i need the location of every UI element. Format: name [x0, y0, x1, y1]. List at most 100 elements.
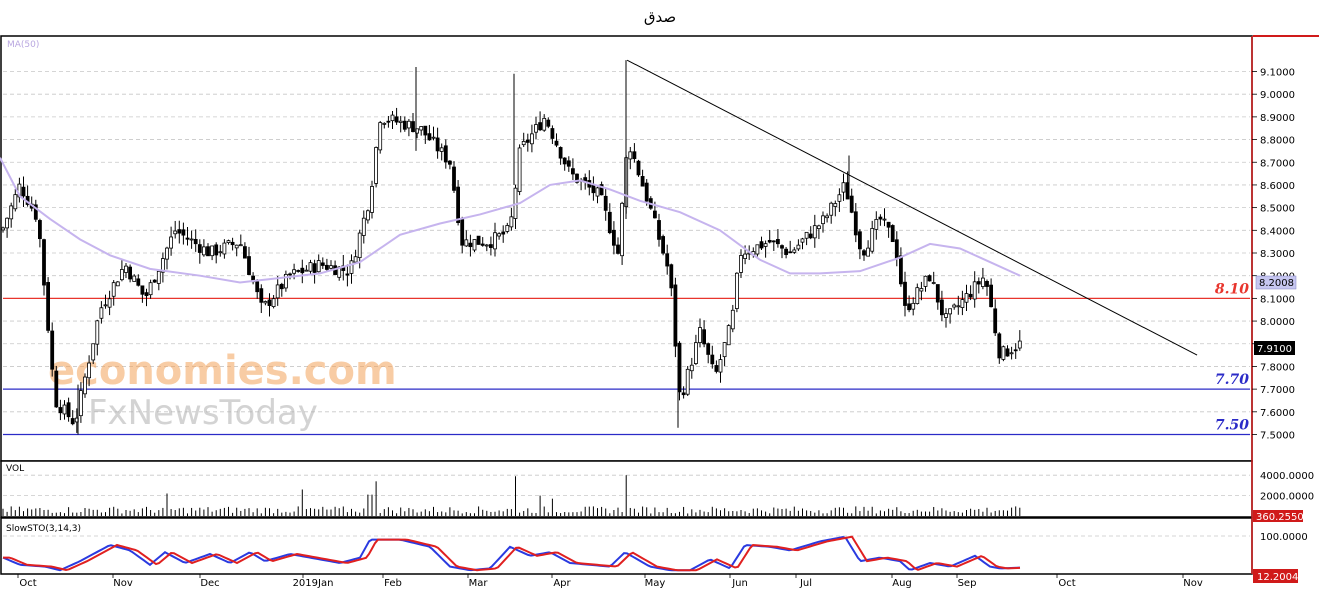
candle-body [374, 147, 379, 184]
candle-body [689, 364, 694, 372]
candle-body [685, 368, 690, 395]
candle-body [402, 120, 407, 130]
candle-body [382, 122, 387, 125]
candle-body [993, 308, 998, 334]
candle-body [406, 120, 411, 129]
volume-last-badge: 360.2550 [1253, 510, 1304, 523]
candle-body [9, 205, 14, 220]
candle-body [234, 244, 239, 249]
candle-body [62, 404, 67, 415]
candle-body [763, 243, 768, 247]
x-tick-label: Jul [799, 578, 812, 589]
candle-body [632, 151, 637, 160]
candle-body [275, 284, 280, 299]
candle-body [411, 121, 415, 133]
level-label: 7.70 [1215, 372, 1249, 388]
candle-body [357, 232, 362, 259]
candle-body [353, 256, 358, 263]
candle-body [456, 186, 461, 224]
candle-body [812, 225, 817, 239]
candle-body [66, 402, 71, 418]
candle-body [193, 238, 198, 245]
candle-body [349, 260, 354, 274]
candle-body [242, 246, 247, 259]
stochastic-axis-labels: 100.0000 [1260, 532, 1308, 543]
price-tick-label: 9.0000 [1260, 90, 1295, 101]
watermark: economies.com FxNewsToday [48, 348, 397, 433]
candle-body [665, 253, 670, 267]
candle-body [894, 239, 899, 259]
candle-body [968, 293, 973, 298]
support-resistance-levels: 8.10 7.70 7.50 [3, 281, 1250, 436]
x-tick-label: Nov [113, 578, 133, 589]
candle-body [837, 194, 842, 202]
price-tick-label: 7.5000 [1260, 431, 1295, 442]
candle-body [817, 225, 821, 230]
candle-body [38, 220, 42, 240]
candle-body [177, 229, 182, 234]
candle-body [829, 202, 834, 216]
candle-body [862, 250, 866, 256]
candle-body [398, 120, 403, 123]
candle-body [197, 244, 202, 253]
candle-body [935, 284, 940, 303]
price-tick-label: 7.6000 [1260, 408, 1295, 419]
stochastic-panel-label: SlowSTO(3,14,3) [6, 524, 81, 534]
candle-body [439, 147, 444, 152]
candle-body [493, 232, 497, 250]
price-tick-label: 8.4000 [1260, 226, 1295, 237]
candle-body [825, 215, 829, 219]
candle-body [673, 284, 678, 347]
candle-body [718, 359, 723, 373]
candle-body [283, 273, 288, 289]
price-tick-label: 8.9000 [1260, 113, 1295, 124]
price-tick-label: 9.1000 [1260, 68, 1295, 79]
candle-body [140, 285, 145, 295]
candle-body [521, 140, 526, 146]
candle-body [989, 284, 993, 308]
candle-body [525, 139, 530, 143]
candle-body [91, 343, 96, 361]
chart-title: صدق [644, 8, 676, 26]
candle-body [931, 282, 936, 284]
candle-body [669, 264, 674, 289]
candle-body [903, 281, 907, 306]
candle-body [571, 168, 575, 175]
candle-body [919, 288, 924, 292]
candle-body [111, 282, 116, 297]
candle-body [985, 281, 989, 287]
price-tick-label: 8.6000 [1260, 181, 1295, 192]
candle-body [776, 239, 780, 245]
price-tick-label: 8.5000 [1260, 204, 1295, 215]
x-tick-label: Dec [200, 578, 219, 589]
candle-body [54, 370, 59, 408]
candle-body [636, 160, 641, 176]
candle-body [214, 244, 219, 256]
candle-body [821, 215, 825, 225]
candle-body [329, 265, 333, 269]
candle-body [804, 231, 809, 239]
candle-body [210, 245, 215, 257]
candle-body [312, 263, 317, 273]
candle-body [538, 122, 542, 131]
candle-body [952, 304, 957, 308]
price-axis-labels: 9.1000 9.0000 8.9000 8.8000 8.7000 8.6000 8.50… [1252, 68, 1295, 442]
candle-body [714, 365, 719, 372]
price-tick-label: 8.3000 [1260, 249, 1295, 260]
candle-body [616, 244, 620, 254]
candle-body [345, 273, 350, 276]
candle-body [423, 125, 428, 136]
candle-body [595, 187, 600, 197]
candle-body [612, 229, 616, 246]
volume-tick-label: 2000.0000 [1260, 492, 1314, 503]
candle-body [497, 233, 502, 237]
candle-body [853, 211, 858, 236]
candle-body [320, 262, 325, 266]
candle-body [981, 277, 985, 287]
x-tick-label: 2019Jan [293, 578, 334, 589]
candle-body [907, 303, 911, 311]
candle-body [5, 217, 9, 229]
candle-body [378, 122, 383, 151]
candle-body [575, 173, 579, 183]
x-tick-label: May [645, 578, 666, 589]
